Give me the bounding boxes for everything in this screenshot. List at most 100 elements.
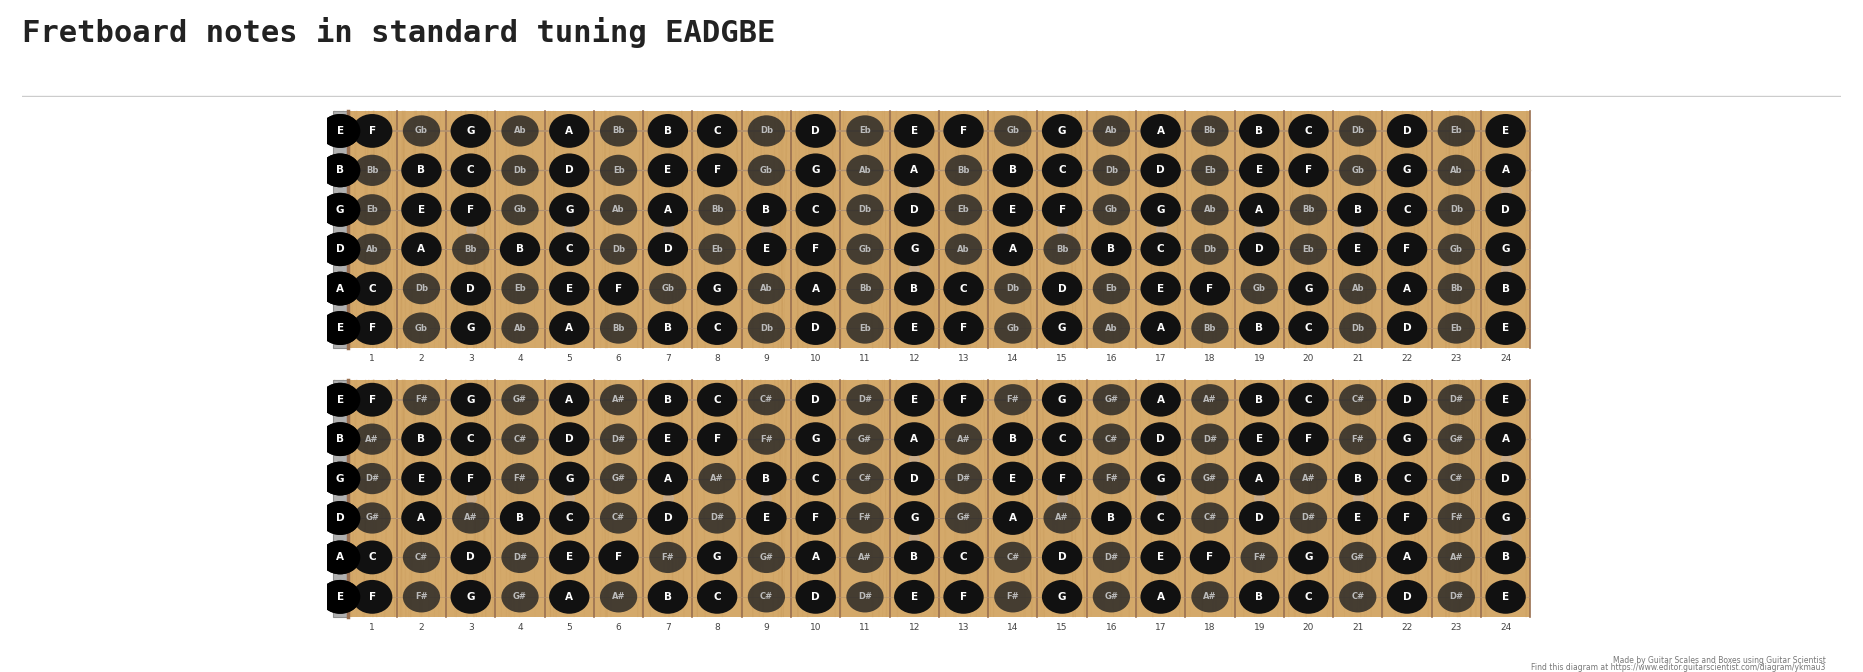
Text: Ab: Ab [859, 166, 872, 175]
Text: Eb: Eb [514, 284, 525, 293]
Text: Bb: Bb [958, 166, 971, 175]
Ellipse shape [451, 271, 492, 306]
Text: A: A [335, 284, 345, 294]
Text: G: G [909, 513, 918, 523]
Text: Ab: Ab [1105, 126, 1118, 136]
Ellipse shape [320, 233, 360, 266]
Text: Gb: Gb [1006, 323, 1019, 333]
Text: 18: 18 [1203, 354, 1217, 364]
Text: 8: 8 [714, 623, 719, 632]
Text: Fretboard notes in standard tuning EADGBE: Fretboard notes in standard tuning EADGB… [22, 17, 775, 48]
Text: A#: A# [1054, 513, 1069, 523]
Text: Eb: Eb [1105, 284, 1118, 293]
Ellipse shape [796, 114, 836, 148]
Text: A#: A# [958, 435, 971, 444]
Ellipse shape [846, 463, 883, 494]
Text: C: C [566, 244, 574, 254]
Ellipse shape [1190, 540, 1230, 575]
Text: Bb: Bb [613, 126, 624, 136]
Ellipse shape [995, 581, 1032, 612]
Ellipse shape [894, 153, 935, 187]
Ellipse shape [401, 462, 442, 495]
Ellipse shape [320, 233, 360, 266]
Ellipse shape [894, 540, 935, 575]
Text: G: G [1403, 165, 1412, 175]
Text: G: G [1058, 394, 1066, 405]
Ellipse shape [747, 312, 784, 343]
Ellipse shape [600, 581, 637, 612]
Text: 22: 22 [1401, 354, 1412, 364]
Text: Eb: Eb [712, 245, 723, 254]
Text: D: D [1058, 284, 1066, 294]
Ellipse shape [1485, 271, 1526, 306]
Text: C#: C# [1006, 553, 1019, 562]
Text: C#: C# [1203, 513, 1217, 523]
Text: D#: D# [512, 553, 527, 562]
Text: 15: 15 [1056, 354, 1067, 364]
Ellipse shape [1239, 114, 1280, 148]
Ellipse shape [1438, 542, 1475, 573]
Ellipse shape [699, 194, 736, 225]
Ellipse shape [451, 580, 492, 614]
Text: E: E [1502, 126, 1509, 136]
Ellipse shape [1386, 114, 1427, 148]
Ellipse shape [1386, 193, 1427, 226]
Text: 17: 17 [1155, 354, 1166, 364]
Text: E: E [665, 434, 671, 444]
Text: B: B [335, 284, 345, 294]
Text: D: D [663, 513, 673, 523]
Text: Gb: Gb [760, 166, 773, 175]
Text: F#: F# [661, 553, 674, 562]
Ellipse shape [1339, 116, 1377, 146]
Ellipse shape [320, 271, 360, 306]
Ellipse shape [697, 114, 738, 148]
Text: D: D [335, 474, 345, 484]
Text: G: G [1058, 592, 1066, 602]
Ellipse shape [550, 580, 589, 614]
Text: Gb: Gb [514, 205, 527, 214]
Text: F: F [959, 592, 967, 602]
Ellipse shape [501, 423, 538, 455]
Text: 3: 3 [468, 354, 473, 364]
Ellipse shape [402, 312, 440, 343]
Text: Gb: Gb [859, 245, 872, 254]
Text: D: D [812, 126, 820, 136]
Ellipse shape [1339, 423, 1377, 455]
Ellipse shape [1190, 271, 1230, 306]
Text: G: G [466, 394, 475, 405]
Text: E: E [337, 394, 343, 405]
Text: F: F [369, 323, 376, 333]
Ellipse shape [1485, 422, 1526, 456]
Text: C: C [959, 552, 967, 562]
Text: E: E [1256, 165, 1263, 175]
Ellipse shape [1438, 312, 1475, 343]
Text: F#: F# [415, 395, 428, 405]
Text: G#: G# [512, 592, 527, 601]
Text: F: F [1207, 552, 1213, 562]
Text: G: G [335, 205, 345, 215]
Ellipse shape [796, 193, 836, 226]
Ellipse shape [401, 501, 442, 535]
Ellipse shape [352, 114, 393, 148]
Text: C: C [1403, 474, 1410, 484]
Ellipse shape [1386, 271, 1427, 306]
Text: Db: Db [1351, 126, 1364, 136]
Ellipse shape [1339, 312, 1377, 343]
Text: D: D [1403, 394, 1412, 405]
Text: D: D [1256, 513, 1263, 523]
Text: A: A [812, 552, 820, 562]
Ellipse shape [600, 312, 637, 343]
Ellipse shape [1289, 580, 1328, 614]
Ellipse shape [320, 580, 360, 614]
Ellipse shape [320, 153, 360, 187]
Text: 9: 9 [764, 623, 769, 632]
Ellipse shape [1239, 193, 1280, 226]
Text: Db: Db [1351, 323, 1364, 333]
Ellipse shape [1485, 501, 1526, 535]
Text: E: E [337, 323, 343, 333]
Ellipse shape [320, 114, 360, 148]
Text: F: F [1058, 474, 1066, 484]
Text: E: E [1502, 592, 1509, 602]
Ellipse shape [1092, 233, 1131, 266]
Text: 2: 2 [419, 354, 425, 364]
